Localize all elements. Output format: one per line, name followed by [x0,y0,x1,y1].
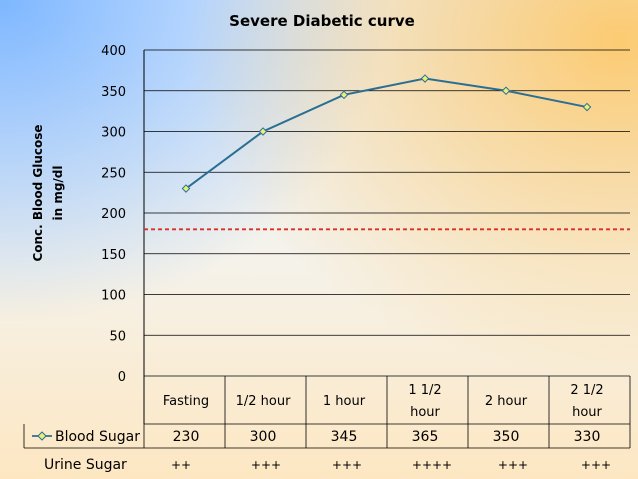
y-tick-label: 0 [118,370,126,385]
category-label: 2 hour [485,394,528,409]
blood-sugar-series [181,74,592,193]
chart-title: Severe Diabetic curve [229,12,415,30]
category-label: 2 1/2 [570,383,603,398]
table-value: 345 [331,429,358,445]
urine-sugar-value: ++ [171,458,191,472]
data-point-marker [420,74,430,83]
data-table: Fasting 1/2 hour 1 hour 1 1/2 hour 2 hour 2 1/… [23,50,631,449]
urine-sugar-value: +++ [332,458,362,472]
urine-sugar-value: +++ [498,458,528,472]
y-tick-label: 250 [101,166,126,181]
y-tick-label: 400 [101,44,126,59]
data-point-marker [339,90,349,100]
table-value: 230 [173,429,200,445]
category-label: 1 1/2 [408,383,441,398]
data-point-marker [501,86,511,96]
y-tick-label: 50 [109,329,126,344]
category-label: 1 hour [323,394,366,409]
table-value: 365 [412,429,439,445]
urine-sugar-value: +++ [251,458,281,472]
urine-sugar-row: Urine Sugar ++ +++ +++ ++++ +++ +++ [44,457,611,473]
gridlines [144,49,630,377]
urine-sugar-value: +++ [581,458,611,472]
legend-label: Blood Sugar [55,429,140,445]
table-value: 350 [493,429,520,445]
y-axis-label-line-2: in mg/dl [51,165,65,220]
y-tick-label: 300 [101,126,126,141]
data-point-marker [181,184,191,193]
y-tick-label: 100 [101,289,126,304]
y-tick-label: 350 [101,85,126,100]
data-point-marker [582,102,592,112]
y-tick-labels: 0 50 100 150 200 250 300 350 400 [101,44,126,385]
y-tick-label: 200 [101,207,126,222]
category-label: 1/2 hour [236,394,291,409]
blood-sugar-line [185,77,588,190]
table-value: 330 [574,429,601,445]
data-point-marker [258,127,268,136]
category-label: hour [410,405,440,420]
y-axis-label-line-1: Conc. Blood Glucose [31,124,45,261]
urine-sugar-label: Urine Sugar [44,457,127,473]
category-label: Fasting [163,394,209,409]
category-label: hour [572,405,602,420]
y-tick-label: 150 [101,248,126,263]
table-value: 300 [250,429,277,445]
legend-marker-icon [37,431,47,441]
urine-sugar-value: ++++ [412,458,452,472]
